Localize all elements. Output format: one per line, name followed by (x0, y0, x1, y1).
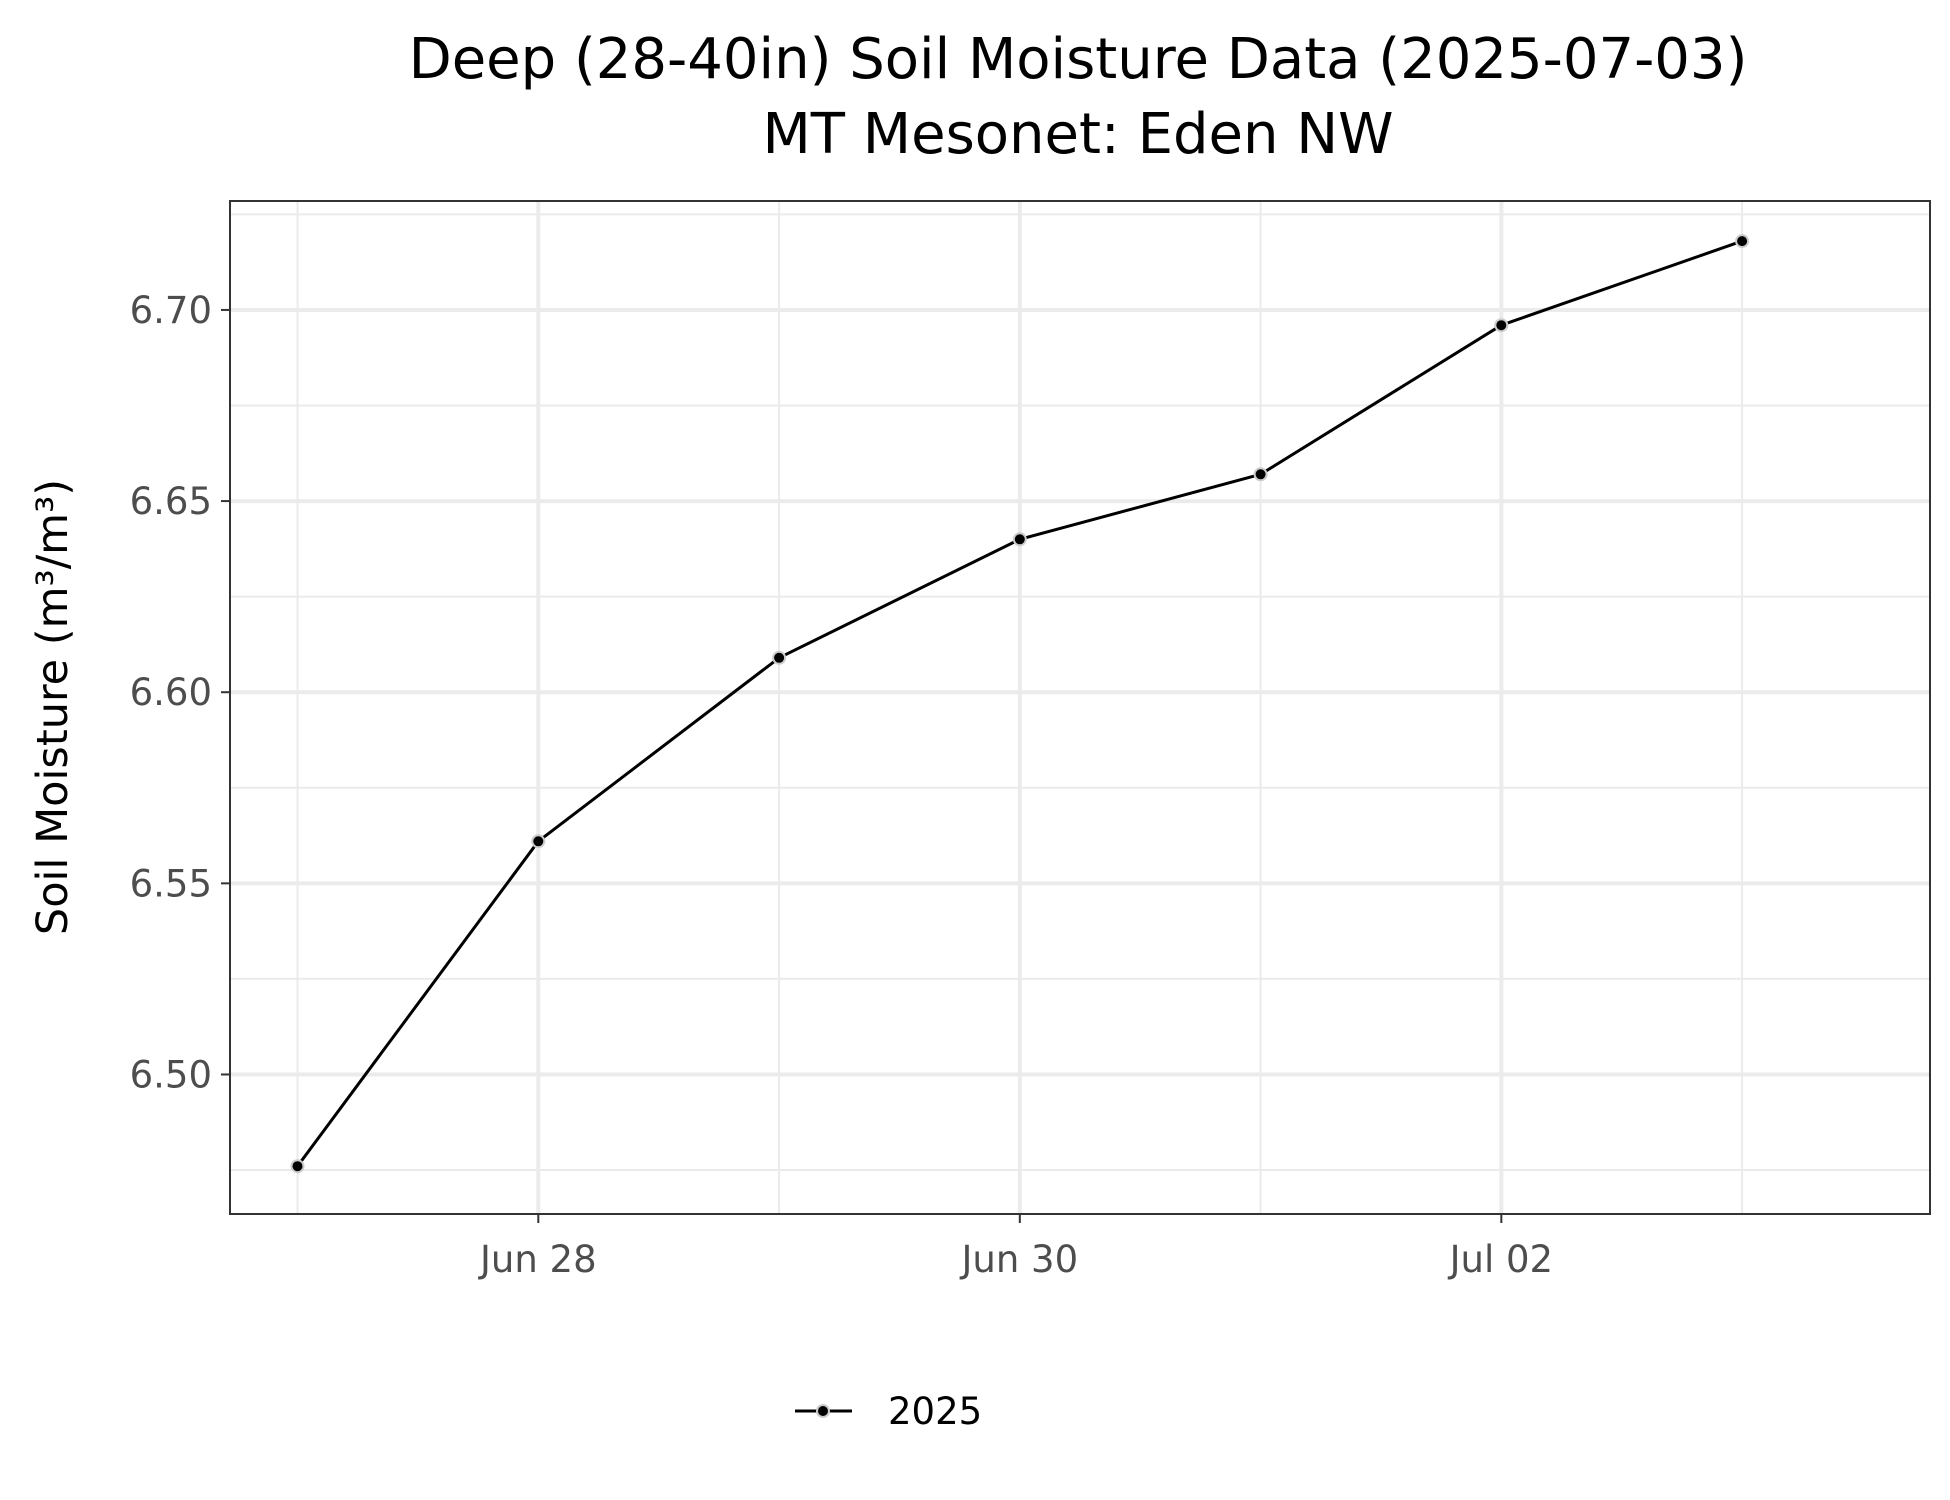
y-axis-title: Soil Moisture (m³/m³) (28, 479, 78, 935)
y-tick-label: 6.65 (130, 480, 212, 523)
legend-key-point (816, 1404, 830, 1418)
chart-title: Deep (28-40in) Soil Moisture Data (2025-… (409, 27, 1748, 92)
y-tick-label: 6.55 (130, 862, 212, 905)
plot-panel-border (229, 200, 1931, 1215)
data-point (772, 650, 787, 665)
data-point (290, 1159, 305, 1174)
legend-label: 2025 (888, 1390, 982, 1433)
chart-subtitle: MT Mesonet: Eden NW (762, 102, 1393, 167)
x-axis-ticks: Jun 28 Jun 30 Jul 02 (478, 1214, 1553, 1281)
x-tick-label: Jun 30 (959, 1238, 1078, 1281)
y-tick-label: 6.50 (130, 1053, 212, 1096)
series-layer (290, 234, 1750, 1174)
y-tick-label: 6.60 (130, 671, 212, 714)
minor-gridlines (230, 201, 1930, 1214)
y-tick-label: 6.70 (130, 289, 212, 332)
legend: 2025 (795, 1390, 982, 1433)
data-point (1735, 234, 1750, 249)
x-tick-label: Jul 02 (1448, 1238, 1553, 1281)
data-point (1494, 318, 1509, 333)
y-axis-ticks: 6.50 6.55 6.60 6.65 6.70 (130, 289, 230, 1096)
data-point (531, 834, 546, 849)
major-gridlines (230, 201, 1930, 1214)
data-point (1253, 467, 1268, 482)
x-tick-label: Jun 28 (478, 1238, 597, 1281)
data-point (1012, 532, 1027, 547)
